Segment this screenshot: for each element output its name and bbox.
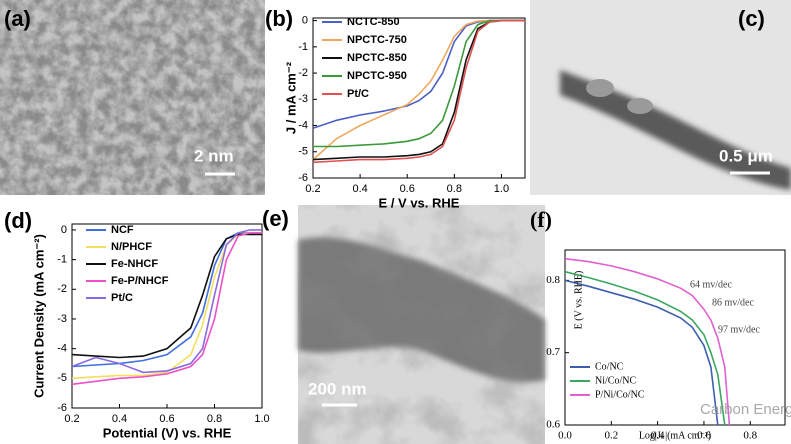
y-tick-label: -4	[57, 343, 67, 355]
series-line	[312, 19, 525, 164]
y-tick-label: -3	[57, 313, 67, 325]
plot-frame	[71, 223, 263, 409]
x-tick-label: 0.6	[697, 430, 711, 442]
x-tick-label: 0.4	[651, 430, 665, 442]
legend-label: NPCTC-750	[347, 34, 407, 46]
series-line	[71, 229, 262, 374]
x-tick-label: 0.4	[352, 183, 367, 195]
y-tick-label: -5	[57, 372, 67, 384]
panel-label: (c)	[738, 6, 765, 31]
legend-label: N/PHCF	[111, 241, 152, 253]
series-line	[313, 19, 525, 148]
x-tick-label: 0.8	[207, 413, 222, 425]
y-tick-label: -1	[298, 41, 308, 53]
x-tick-label: 0.6	[159, 413, 174, 425]
series-line	[71, 232, 262, 386]
charts: 0.2 0.4 0.6 0.8 1.0 0 -1 -2 -3 -4 -5 -6 NCTC-850 NPCT…	[4, 6, 786, 442]
x-tick-label: 0.8	[743, 430, 757, 442]
legend-label: NCTC-850	[347, 16, 400, 28]
x-tick-label: 0.2	[604, 430, 618, 442]
y-tick-label: -6	[298, 172, 308, 184]
y-axis-label: J / mA cm⁻²	[283, 61, 298, 134]
plot-frame	[312, 17, 526, 179]
x-axis-label: E / V vs. RHE	[379, 195, 460, 210]
annotation: 97 mv/dec	[718, 324, 760, 335]
x-tick-label: 0.0	[558, 430, 572, 442]
series-line	[71, 233, 262, 359]
annotation: 86 mv/dec	[712, 297, 754, 308]
y-tick-label: -2	[298, 67, 308, 79]
legend-label: P/Ni/Co/NC	[595, 389, 645, 400]
y-tick-label: 0	[302, 15, 308, 27]
chart: 0.2 0.4 0.6 0.8 1.0 0 -1 -2 -3 -4 -5 -6 NCF N/PHCF Fe-…	[4, 208, 270, 441]
x-tick-label: 1.0	[494, 183, 509, 195]
x-tick-label: 0.2	[64, 413, 79, 425]
y-tick-label: -5	[298, 146, 308, 158]
legend-label: Pt/C	[347, 88, 369, 100]
y-tick-label: -3	[298, 93, 308, 105]
series-line	[564, 279, 719, 426]
y-tick-label: -6	[57, 402, 67, 414]
x-tick-label: 0.2	[305, 183, 320, 195]
y-tick-label: 0.7	[546, 346, 560, 358]
legend-label: Ni/Co/NC	[595, 375, 636, 386]
x-axis-label: Potential (V) vs. RHE	[103, 425, 232, 440]
legend-label: Pt/C	[111, 292, 133, 304]
y-tick-label: 0.6	[546, 419, 560, 431]
series-line	[564, 270, 726, 426]
annotation: 64 mv/dec	[690, 279, 732, 290]
panel-label: (d)	[4, 208, 32, 233]
y-axis-label: Current Density (mA cm⁻²)	[31, 234, 46, 398]
legend-label: NCF	[111, 224, 134, 236]
legend-label: NPCTC-950	[347, 70, 407, 82]
legend-label: Fe-NHCF	[111, 258, 158, 270]
scale-bar-label: 200 nm	[308, 379, 367, 398]
panel-label: (b)	[265, 6, 293, 31]
y-tick-label: 0.8	[546, 274, 560, 286]
scale-bar-label: 0.5 μm	[719, 146, 773, 165]
legend-label: Co/NC	[595, 361, 624, 372]
series-line	[564, 257, 731, 426]
plot-frame	[564, 249, 786, 426]
chart: 0.2 0.4 0.6 0.8 1.0 0 -1 -2 -3 -4 -5 -6 NCTC-850 NPCT…	[265, 6, 526, 210]
y-axis-label: E (V vs. RHE)	[573, 271, 584, 330]
y-tick-label: 0	[61, 224, 67, 236]
x-tick-label: 0.8	[447, 183, 462, 195]
y-tick-label: -4	[298, 119, 308, 131]
sem-image	[0, 0, 265, 195]
x-tick-label: 0.6	[400, 183, 415, 195]
watermark: Carbon Energy	[700, 401, 791, 418]
legend-label: NPCTC-850	[347, 52, 407, 64]
panel-label: (f)	[530, 207, 552, 232]
x-tick-label: 1.0	[254, 413, 269, 425]
tem-image	[530, 0, 791, 195]
panel-label: (a)	[4, 6, 31, 31]
tem-image	[298, 205, 545, 444]
y-tick-label: -2	[57, 283, 67, 295]
x-axis-label: Log|Jₖ|(mA cm⁻²)	[639, 430, 711, 441]
x-tick-label: 0.4	[112, 413, 127, 425]
chart: 0.0 0.2 0.4 0.6 0.8 0.6 0.7 0.8 Co/NC Ni/Co/NC P/N…	[530, 207, 786, 442]
y-tick-label: -1	[57, 254, 67, 266]
panel-label: (e)	[262, 206, 289, 231]
scale-bar-label: 2 nm	[194, 146, 234, 165]
legend-label: Fe-P/NHCF	[111, 275, 169, 287]
